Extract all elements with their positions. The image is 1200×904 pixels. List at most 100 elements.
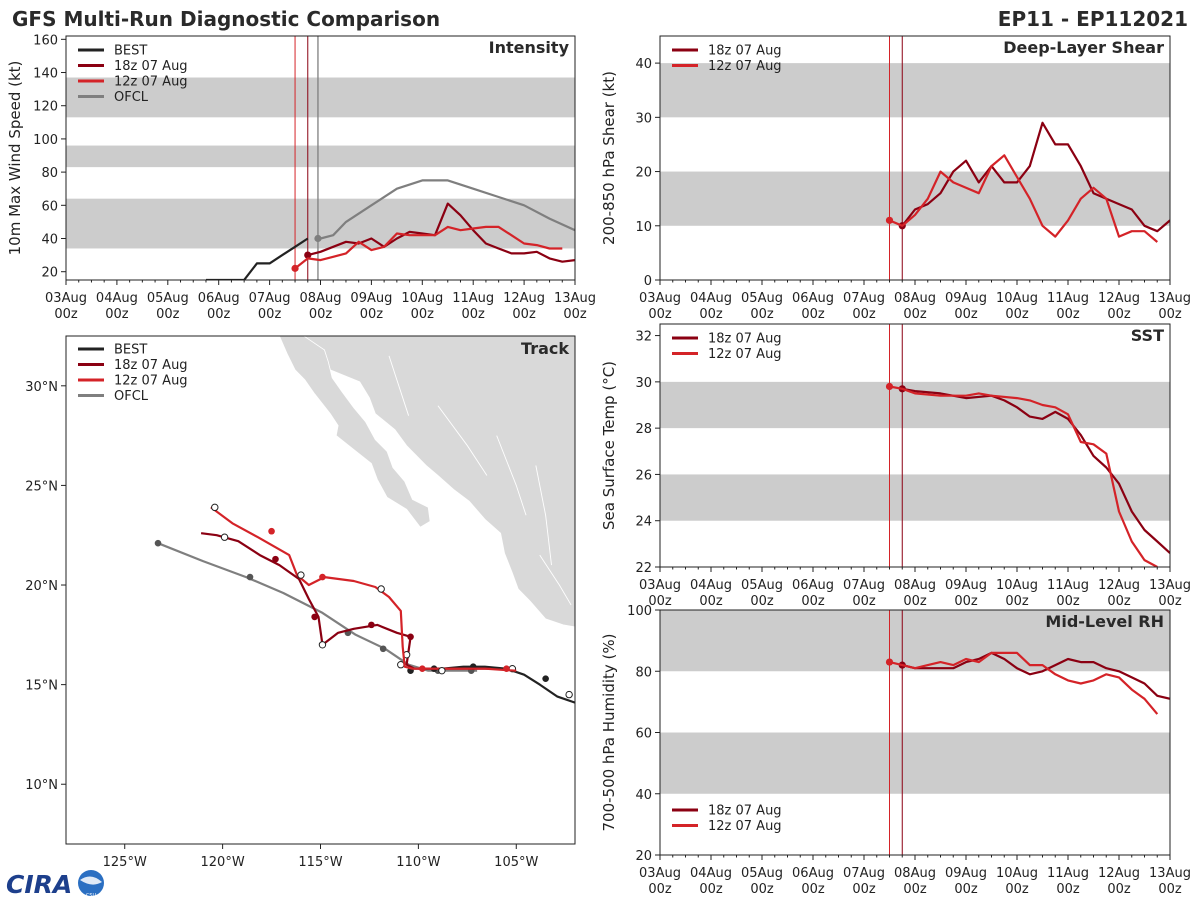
sst-xtick-day-1: 04Aug: [690, 578, 732, 593]
sst-xtick-hour-0: 00z: [648, 594, 672, 609]
rh-xtick-day-0: 03Aug: [639, 866, 681, 881]
intensity-series-3-start-marker: [314, 234, 322, 243]
sst-xtick-day-0: 03Aug: [639, 578, 681, 593]
track-ytick-label-1: 15°N: [25, 679, 58, 694]
sst-xtick-hour-8: 00z: [1056, 594, 1080, 609]
intensity-ylabel: 10m Max Wind Speed (kt): [6, 61, 24, 256]
rh-xtick-day-4: 07Aug: [843, 866, 885, 881]
rh-series-1-start-marker: [885, 658, 894, 666]
shear-xtick-day-10: 13Aug: [1149, 291, 1191, 306]
track-series-1-open-point-1: [318, 641, 327, 649]
shear-legend-label-0: 18z 07 Aug: [708, 44, 782, 59]
rh-xtick-hour-2: 00z: [750, 882, 774, 897]
sst-series-1: [889, 385, 1158, 567]
rh-band-0: [660, 732, 1170, 794]
state-border-3: [535, 465, 552, 566]
intensity-xtick-hour-5: 00z: [309, 307, 333, 322]
track-panel: 10°N 15°N 20°N 25°N 30°N 125°W 120°W 115°W 110°W…: [25, 335, 576, 870]
rh-series-1: [889, 651, 1159, 715]
intensity-xtick-day-6: 09Aug: [350, 291, 392, 306]
sst-xtick-hour-4: 00z: [852, 594, 876, 609]
state-border-4: [539, 554, 572, 606]
intensity-xtick-day-1: 04Aug: [96, 291, 138, 306]
sst-xtick-day-2: 05Aug: [741, 578, 783, 593]
intensity-ytick-label-7: 160: [33, 33, 58, 48]
sst-xtick-day-8: 11Aug: [1047, 578, 1089, 593]
intensity-series-1-start-marker: [304, 251, 312, 259]
track-legend-label-2: 12z 07 Aug: [114, 374, 188, 389]
sst-band-0: [660, 474, 1170, 521]
shear-legend-label-1: 12z 07 Aug: [708, 59, 782, 74]
track-ytick-label-3: 25°N: [25, 479, 58, 494]
rh-xtick-hour-10: 00z: [1158, 882, 1182, 897]
sst-xtick-hour-1: 00z: [699, 594, 723, 609]
shear-xtick-hour-5: 00z: [903, 307, 927, 322]
intensity-series-0: [206, 237, 309, 280]
intensity-series-2: [294, 225, 563, 270]
shear-xtick-day-3: 06Aug: [792, 291, 834, 306]
rh-ytick-label-4: 100: [627, 604, 652, 619]
track-series-2-filled-point-0: [503, 665, 510, 672]
rh-xtick-day-1: 04Aug: [690, 866, 732, 881]
figure-title: GFS Multi-Run Diagnostic Comparison: [12, 7, 440, 31]
sst-xtick-day-7: 10Aug: [996, 578, 1038, 593]
intensity-xtick-hour-10: 00z: [563, 307, 587, 322]
sst-panel: 22242628303203Aug00z04Aug00z05Aug00z06Au…: [600, 323, 1191, 609]
intensity-title: Intensity: [489, 38, 570, 57]
track-series-2-open-point-1: [377, 585, 385, 593]
shear-ytick-label-4: 40: [635, 57, 652, 72]
rh-xtick-day-5: 08Aug: [894, 866, 936, 881]
sst-xtick-day-6: 09Aug: [945, 578, 987, 593]
mexico-mainland: [285, 336, 575, 628]
track-legend-label-1: 18z 07 Aug: [114, 358, 188, 373]
shear-ytick-label-2: 20: [635, 166, 652, 181]
shear-panel: 01020304003Aug00z04Aug00z05Aug00z06Aug00…: [600, 35, 1191, 322]
track-map-area: [66, 336, 575, 844]
intensity-panel: 2040608010012014016003Aug00z04Aug00z05Au…: [6, 33, 596, 322]
rh-xtick-day-8: 11Aug: [1047, 866, 1089, 881]
shear-xtick-hour-9: 00z: [1107, 307, 1131, 322]
shear-xtick-hour-0: 00z: [648, 307, 672, 322]
rh-xtick-hour-8: 00z: [1056, 882, 1080, 897]
shear-xtick-day-8: 11Aug: [1047, 291, 1089, 306]
shear-series-0: [901, 121, 1170, 233]
sst-legend-label-0: 18z 07 Aug: [708, 332, 782, 347]
intensity-xtick-hour-9: 00z: [512, 307, 536, 322]
state-border-0: [388, 355, 410, 416]
rh-ytick-label-3: 80: [635, 665, 652, 680]
cira-logo: CIRA CSU: [6, 870, 104, 899]
rh-xtick-day-10: 13Aug: [1149, 866, 1191, 881]
intensity-xtick-hour-2: 00z: [156, 307, 180, 322]
logo-subtext: CSU: [86, 893, 97, 899]
rh-panel: 2040608010003Aug00z04Aug00z05Aug00z06Aug…: [600, 604, 1191, 897]
logo-globe-icon: CSU: [78, 870, 104, 899]
rh-title: Mid-Level RH: [1045, 612, 1164, 631]
shear-title: Deep-Layer Shear: [1003, 38, 1164, 57]
intensity-series-1: [307, 202, 575, 263]
sst-xtick-day-4: 07Aug: [843, 578, 885, 593]
shear-ytick-label-3: 30: [635, 111, 652, 126]
sst-ytick-label-5: 32: [635, 330, 652, 345]
sst-title: SST: [1131, 326, 1164, 345]
shear-xtick-day-9: 12Aug: [1098, 291, 1140, 306]
intensity-xtick-hour-8: 00z: [462, 307, 486, 322]
rh-legend-label-1: 12z 07 Aug: [708, 819, 782, 834]
shear-ylabel: 200-850 hPa Shear (kt): [600, 71, 618, 245]
rh-xtick-hour-6: 00z: [954, 882, 978, 897]
rh-series-0: [902, 651, 1170, 700]
track-series-2-open-point-0: [438, 666, 446, 675]
intensity-xtick-day-8: 11Aug: [452, 291, 494, 306]
sst-ytick-label-1: 24: [635, 515, 652, 530]
track-series-0-filled-point-0: [542, 675, 549, 682]
track-series-1-filled-point-3: [272, 555, 279, 563]
intensity-legend-label-1: 18z 07 Aug: [114, 59, 188, 74]
shear-xtick-hour-3: 00z: [801, 307, 825, 322]
sst-xtick-hour-10: 00z: [1158, 594, 1182, 609]
sst-series-1-start-marker: [885, 382, 894, 391]
rh-ytick-label-1: 40: [635, 788, 652, 803]
track-title: Track: [521, 339, 569, 358]
